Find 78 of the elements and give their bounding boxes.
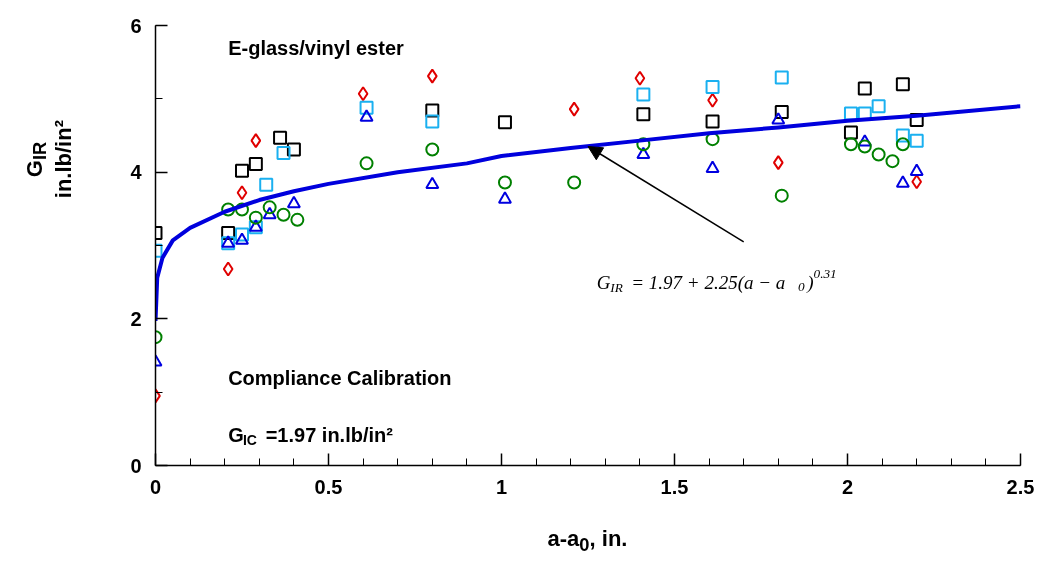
x-axis-title: a-a$_{0}$, in. bbox=[547, 525, 628, 558]
point bbox=[236, 185, 248, 201]
point bbox=[273, 130, 288, 145]
point bbox=[911, 174, 923, 190]
point bbox=[235, 163, 249, 178]
point bbox=[895, 77, 910, 92]
point bbox=[359, 109, 374, 122]
point bbox=[425, 142, 440, 157]
point bbox=[497, 115, 512, 130]
point bbox=[871, 99, 886, 114]
point bbox=[497, 175, 512, 190]
point bbox=[771, 112, 786, 125]
x-tick-label: 2 bbox=[841, 475, 854, 498]
point bbox=[636, 146, 651, 160]
point bbox=[221, 202, 236, 217]
point bbox=[259, 177, 274, 192]
point bbox=[222, 261, 234, 277]
point bbox=[871, 147, 886, 162]
point bbox=[774, 188, 789, 203]
point bbox=[772, 155, 784, 171]
point bbox=[705, 114, 720, 129]
point bbox=[895, 175, 910, 188]
point bbox=[774, 105, 789, 120]
point bbox=[425, 103, 440, 118]
point bbox=[885, 154, 900, 169]
point bbox=[286, 142, 301, 157]
point bbox=[357, 86, 369, 102]
point bbox=[248, 210, 263, 225]
point bbox=[276, 146, 291, 161]
point bbox=[425, 176, 440, 190]
point bbox=[895, 137, 910, 152]
point bbox=[857, 134, 872, 147]
point bbox=[634, 70, 646, 86]
y-tick-label: 0 bbox=[130, 454, 142, 477]
point bbox=[262, 200, 277, 215]
point bbox=[843, 125, 858, 140]
point bbox=[705, 160, 720, 173]
point bbox=[221, 226, 236, 241]
point bbox=[567, 175, 582, 190]
x-tick-label: 1 bbox=[495, 475, 508, 498]
point bbox=[426, 68, 438, 84]
point bbox=[359, 100, 374, 115]
point bbox=[774, 70, 789, 85]
point bbox=[705, 132, 720, 147]
annotation: Compliance Calibration bbox=[228, 366, 452, 389]
text: E-glass/vinyl ester bbox=[228, 37, 405, 60]
x-tick-label: 2.5 bbox=[1006, 475, 1035, 498]
point bbox=[636, 137, 651, 152]
point bbox=[909, 163, 924, 176]
point bbox=[636, 87, 651, 102]
point bbox=[250, 133, 262, 149]
point bbox=[276, 207, 291, 222]
point bbox=[497, 191, 512, 204]
point bbox=[290, 212, 305, 227]
line-series bbox=[155, 104, 1021, 324]
y-tick-label: 2 bbox=[130, 307, 142, 330]
point bbox=[262, 206, 277, 220]
point bbox=[909, 113, 924, 128]
point bbox=[286, 195, 301, 209]
point bbox=[843, 137, 858, 152]
point bbox=[359, 156, 374, 171]
point bbox=[909, 133, 924, 148]
point bbox=[895, 128, 910, 143]
point bbox=[235, 227, 249, 242]
y-tick-label: 4 bbox=[130, 161, 143, 184]
point bbox=[705, 80, 720, 95]
point bbox=[857, 139, 872, 154]
x-tick-label: 1.5 bbox=[660, 475, 689, 498]
point bbox=[425, 114, 440, 129]
point bbox=[636, 107, 651, 122]
x-tick-label: 0 bbox=[149, 475, 162, 498]
point bbox=[235, 202, 249, 217]
point bbox=[235, 232, 249, 245]
x-tick-label: 0.5 bbox=[314, 475, 343, 498]
point bbox=[857, 81, 872, 96]
point bbox=[568, 101, 580, 117]
point bbox=[248, 157, 263, 172]
y-tick-label: 6 bbox=[130, 14, 142, 37]
